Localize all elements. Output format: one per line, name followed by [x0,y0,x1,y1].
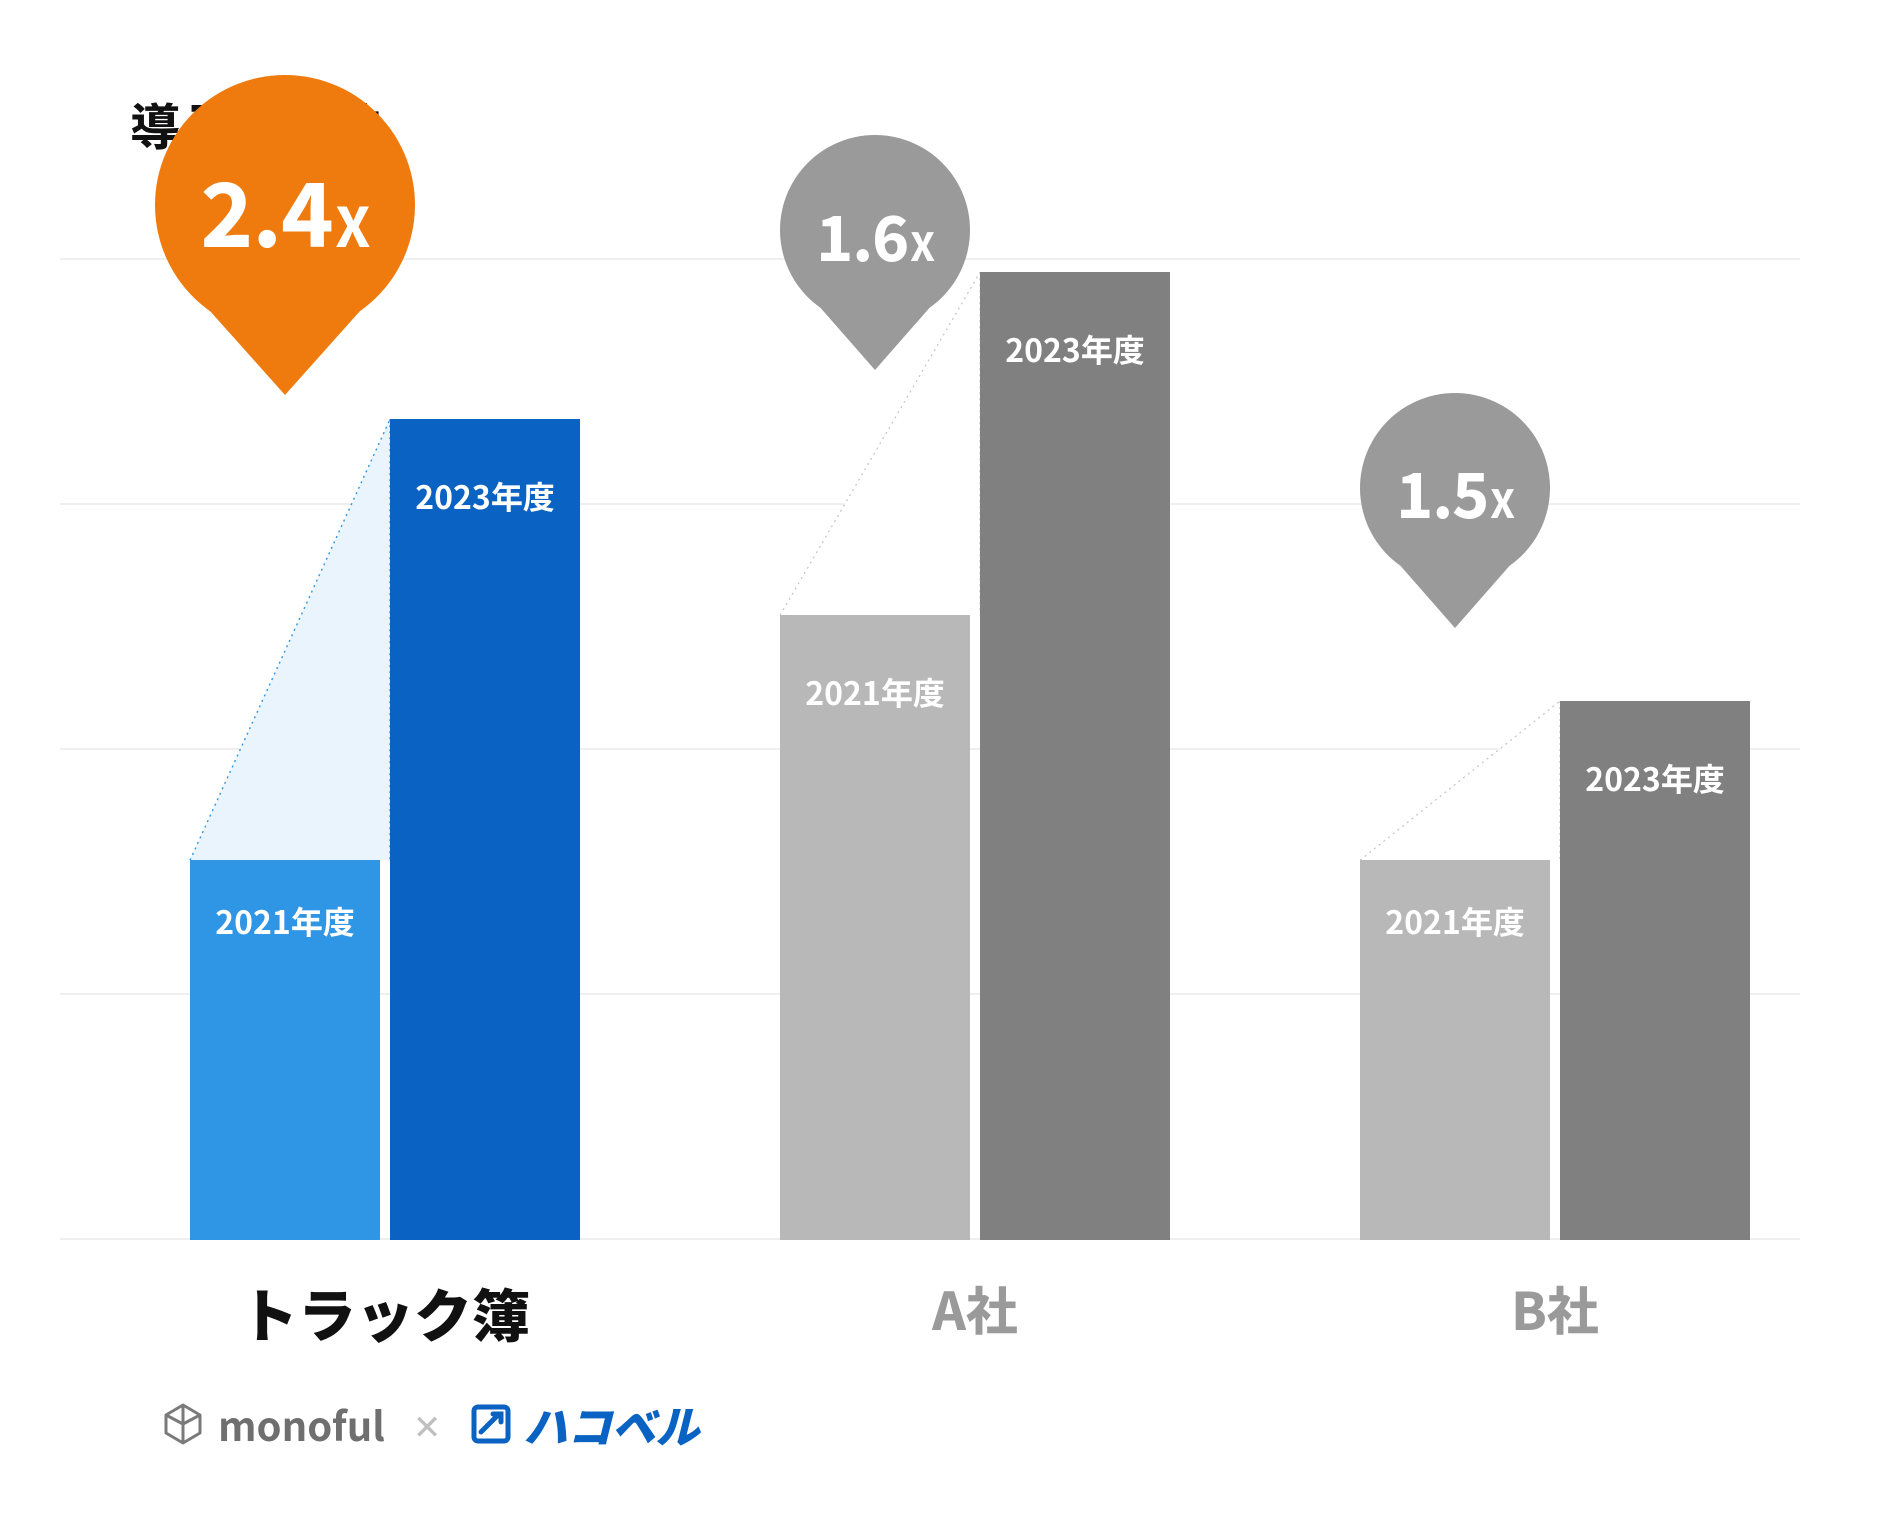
bar-label: 2021年度 [190,898,380,944]
bar-label: 2023年度 [1560,755,1750,801]
bar-companyA-0: 2021年度 [780,615,970,1240]
logo-monoful-text: monoful [218,1395,385,1453]
growth-pin-truckbo: 2.4X [155,75,415,395]
logo-separator: ✕ [413,1400,442,1449]
category-label-companyA: A社 [780,1270,1170,1345]
bar-truckbo-1: 2023年度 [390,419,580,1240]
logo-hacobell: ハコベル [469,1392,699,1456]
growth-pin-companyA: 1.6X [780,135,970,370]
growth-pin-text: 1.6X [816,189,934,279]
bar-group-companyA: 2021年度2023年度1.6X [780,260,1170,1240]
plot-area: 2021年度2023年度2.4X2021年度2023年度1.6X2021年度20… [60,260,1800,1240]
logo-hacobell-text: ハコベル [523,1392,699,1456]
growth-pin-text: 1.5X [1396,446,1514,536]
bar-label: 2023年度 [980,326,1170,372]
growth-pin-companyB: 1.5X [1360,393,1550,628]
bar-label: 2021年度 [1360,898,1550,944]
bar-companyA-1: 2023年度 [980,272,1170,1240]
growth-pin-text: 2.4X [201,146,370,273]
logo-monoful: monoful [160,1395,385,1453]
bar-companyB-0: 2021年度 [1360,860,1550,1240]
bar-group-truckbo: 2021年度2023年度2.4X [190,260,580,1240]
category-label-truckbo: トラック簿 [190,1270,580,1354]
category-label-companyB: B社 [1360,1270,1750,1345]
bar-label: 2021年度 [780,669,970,715]
hacobell-icon [469,1402,513,1446]
bar-label: 2023年度 [390,473,580,519]
logo-row: monoful ✕ ハコベル [160,1392,699,1456]
bar-truckbo-0: 2021年度 [190,860,380,1240]
bar-group-companyB: 2021年度 2023年度 1.5X [1360,260,1750,1240]
monoful-icon [160,1401,206,1447]
bar-companyB-1: 2023年度 [1560,701,1750,1240]
